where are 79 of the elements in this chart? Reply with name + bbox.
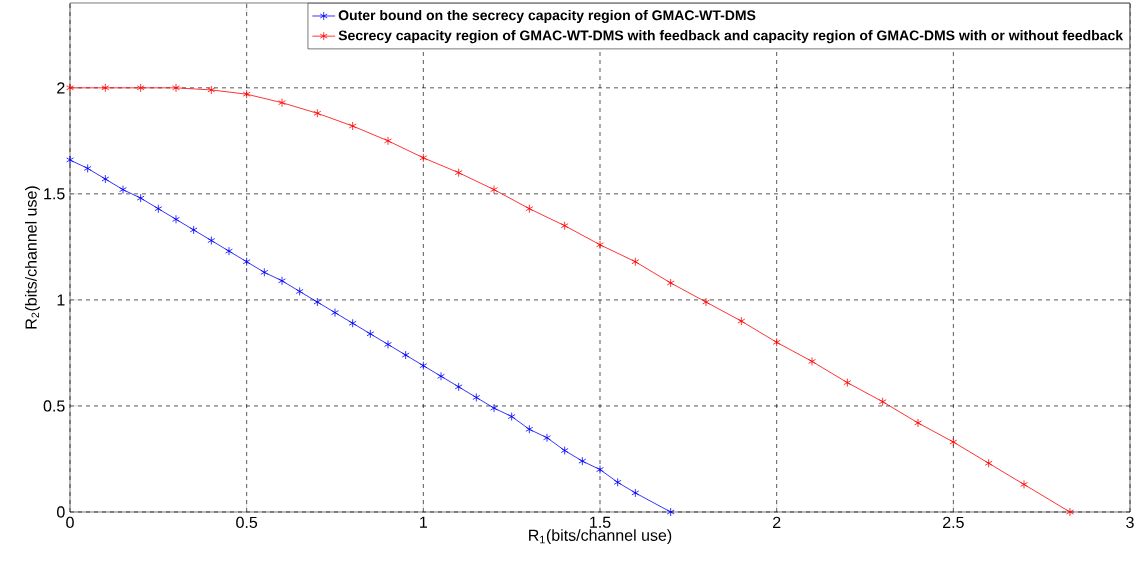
point	[914, 418, 922, 428]
point	[525, 424, 534, 434]
point	[154, 204, 163, 214]
point	[666, 278, 675, 288]
point	[878, 397, 887, 407]
x-tick-label: 1	[420, 516, 427, 528]
y-axis-title: R$_{2}$(bits/channel use)	[24, 186, 40, 329]
point	[525, 204, 534, 214]
point	[543, 433, 551, 443]
point	[596, 240, 604, 250]
point	[384, 340, 392, 349]
point	[207, 236, 216, 245]
point	[490, 403, 498, 413]
point	[66, 155, 74, 165]
point	[578, 456, 587, 466]
point	[1020, 480, 1028, 489]
y-tick-label: 1	[57, 294, 65, 306]
x-tick-label: 2.5	[943, 516, 964, 529]
point	[384, 136, 392, 146]
point	[172, 83, 180, 93]
point	[136, 193, 145, 203]
y-tick-label: 1.5	[44, 188, 65, 200]
point	[596, 465, 604, 474]
point	[490, 185, 498, 195]
point	[737, 316, 746, 326]
point	[560, 446, 569, 455]
point	[313, 297, 322, 307]
point	[366, 329, 375, 339]
point	[136, 83, 145, 93]
point	[631, 488, 640, 498]
point	[419, 153, 428, 163]
point	[631, 257, 640, 267]
x-tick-label: 0.5	[236, 516, 258, 529]
point	[401, 350, 410, 360]
point	[702, 297, 710, 307]
point	[331, 308, 339, 318]
point	[83, 164, 92, 173]
x-tick-label: 3	[1126, 516, 1134, 529]
x-axis-title: R$_{1}$(bits/channel use)	[529, 529, 672, 545]
point	[437, 371, 445, 381]
point	[313, 108, 322, 118]
point	[419, 361, 428, 371]
point	[260, 267, 269, 277]
point	[348, 318, 357, 328]
point	[984, 458, 993, 468]
point	[101, 83, 110, 93]
point	[472, 393, 481, 402]
point	[119, 185, 127, 195]
point	[278, 276, 286, 286]
point	[507, 412, 516, 421]
point	[1066, 507, 1074, 517]
y-tick-label: 0.5	[43, 400, 65, 412]
point	[278, 98, 286, 108]
y-tick-label: 2	[57, 82, 65, 94]
point	[613, 477, 622, 487]
point	[666, 507, 675, 517]
point	[242, 257, 251, 267]
point	[843, 378, 852, 388]
point	[189, 225, 198, 235]
point	[560, 221, 569, 231]
point	[101, 174, 110, 184]
legend-label: Outer bound on the secrecy capacity region of GMAC-WT-DMS	[338, 9, 756, 24]
y-tick-label: 0	[57, 506, 65, 518]
point	[242, 89, 251, 99]
point	[949, 437, 958, 447]
x-tick-label: 0	[66, 516, 74, 529]
point	[808, 357, 816, 366]
point	[66, 83, 74, 93]
point	[454, 168, 463, 178]
point	[172, 214, 180, 224]
x-tick-label: 2	[773, 516, 781, 528]
legend-label: Secrecy capacity region of GMAC-WT-DMS with feedback and capacity region of GMAC-DMS with or without feedback	[338, 30, 1124, 44]
point	[348, 121, 357, 131]
point	[295, 287, 304, 296]
point	[225, 246, 233, 256]
x-tick-label: 1.5	[590, 516, 611, 528]
point	[772, 337, 781, 347]
point	[454, 382, 463, 392]
point	[207, 85, 216, 95]
